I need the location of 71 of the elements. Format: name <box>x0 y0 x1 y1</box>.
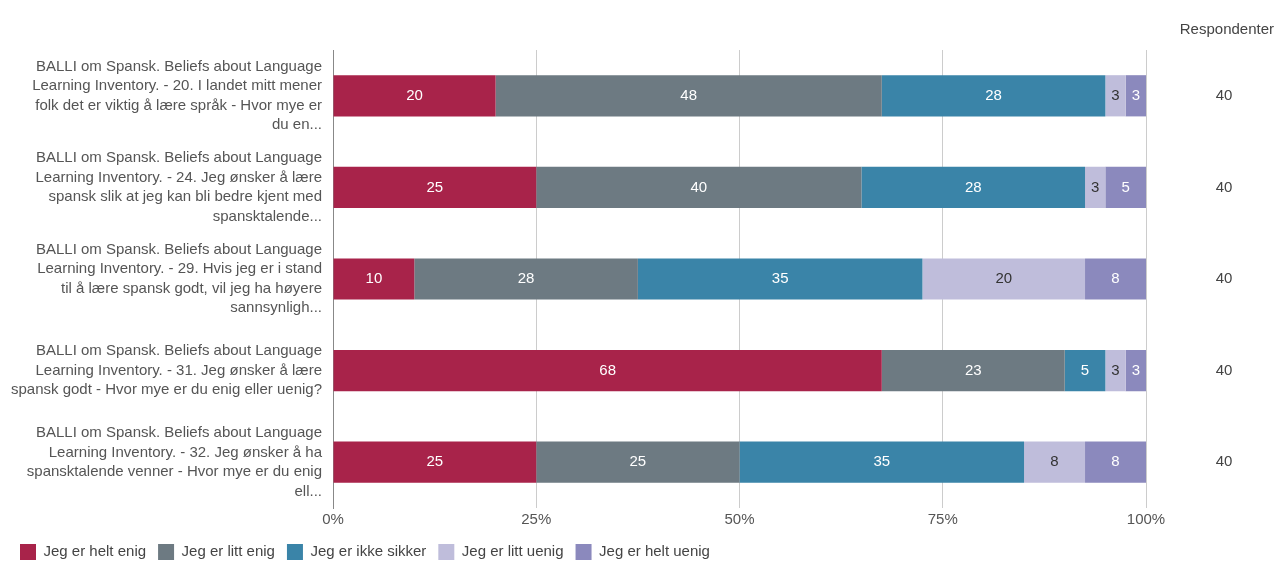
bar <box>1125 349 1146 392</box>
bar <box>333 75 496 117</box>
text: 40 <box>1215 177 1233 195</box>
data-label: 20 <box>995 269 1013 287</box>
bar <box>536 166 862 209</box>
data-label: 3 <box>1111 85 1120 103</box>
data-label: 5 <box>1080 360 1090 378</box>
text: 40 <box>1215 85 1233 103</box>
data-label: 23 <box>964 360 982 378</box>
legend-label: Jeg er ikke sikker <box>310 542 427 560</box>
data-label: 35 <box>771 269 789 287</box>
bar <box>1064 349 1106 392</box>
bar <box>1105 166 1146 209</box>
data-label: 25 <box>426 452 444 470</box>
bar <box>881 75 1106 117</box>
y-tick-label: BALLI om Spansk. Beliefs about Language Learning Inventory. - 29. Hvis jeg er i stand til å lære spansk godt, vil jeg ha høyere sannsynligh... <box>35 239 322 316</box>
bar <box>1105 349 1126 392</box>
legend-label: Jeg er helt uenig <box>599 542 710 560</box>
bar <box>1125 75 1146 117</box>
y-tick-label: BALLI om Spansk. Beliefs about Language Learning Inventory. - 31. Jeg ønsker å lære spansk godt - Hvor mye er du enig eller uenig? <box>10 341 322 398</box>
text: 40 <box>1215 452 1233 470</box>
x-tick-label: 50% <box>724 510 755 528</box>
x-tick-label: 75% <box>927 510 958 528</box>
bar <box>1105 75 1126 117</box>
bar <box>739 441 1025 483</box>
y-tick-label: BALLI om Spansk. Beliefs about Language Learning Inventory. - 32. Jeg ønsker å ha spansktalende venner - Hvor mye er du enig ell... <box>26 423 323 499</box>
data-label: 28 <box>964 177 982 195</box>
bar <box>333 258 415 300</box>
data-label: 8 <box>1111 452 1120 470</box>
data-label: 3 <box>1131 360 1141 378</box>
data-label: 5 <box>1121 177 1130 195</box>
bar <box>1085 441 1146 483</box>
x-tick-label: 25% <box>521 510 552 528</box>
bar <box>1085 258 1146 300</box>
data-label: 8 <box>1050 452 1059 470</box>
x-tick-label: 0% <box>322 510 344 528</box>
bar <box>414 258 638 300</box>
bar <box>333 166 537 209</box>
data-label: 40 <box>690 177 708 195</box>
bar <box>1024 441 1086 483</box>
bar <box>495 75 882 117</box>
bar <box>881 349 1065 392</box>
data-label: 25 <box>629 452 647 470</box>
data-label: 28 <box>517 269 535 287</box>
bar <box>861 166 1086 209</box>
data-label: 48 <box>680 85 698 103</box>
text: 40 <box>1215 269 1233 287</box>
legend-label: Jeg er litt uenig <box>461 542 564 560</box>
bar <box>333 349 882 392</box>
data-label: 25 <box>426 177 444 195</box>
text: Respondenter <box>1179 20 1274 38</box>
text: 40 <box>1215 360 1233 378</box>
x-tick-label: 100% <box>1126 510 1166 528</box>
bar <box>637 258 923 300</box>
data-label: 3 <box>1131 85 1141 103</box>
data-label: 10 <box>365 269 383 287</box>
y-tick-label: BALLI om Spansk. Beliefs about Language Learning Inventory. - 20. I landet mitt mener folk det er viktig å lære språk - Hvor mye er du en... <box>32 56 322 133</box>
bar <box>536 441 740 483</box>
data-label: 8 <box>1111 269 1120 287</box>
data-label: 35 <box>873 452 891 470</box>
data-label: 3 <box>1091 177 1100 195</box>
bar <box>1085 166 1106 209</box>
data-label: 20 <box>406 85 423 103</box>
legend-label: Jeg er helt enig <box>43 542 147 560</box>
bar <box>922 258 1086 300</box>
bar <box>333 441 537 483</box>
data-label: 28 <box>985 85 1002 103</box>
y-tick-label: BALLI om Spansk. Beliefs about Language Learning Inventory. - 24. Jeg ønsker å lære spansk slik at jeg kan bli bedre kjent med spansktalende... <box>35 148 322 224</box>
data-label: 3 <box>1111 360 1120 378</box>
data-label: 68 <box>599 360 616 378</box>
legend-label: Jeg er litt enig <box>181 542 275 560</box>
